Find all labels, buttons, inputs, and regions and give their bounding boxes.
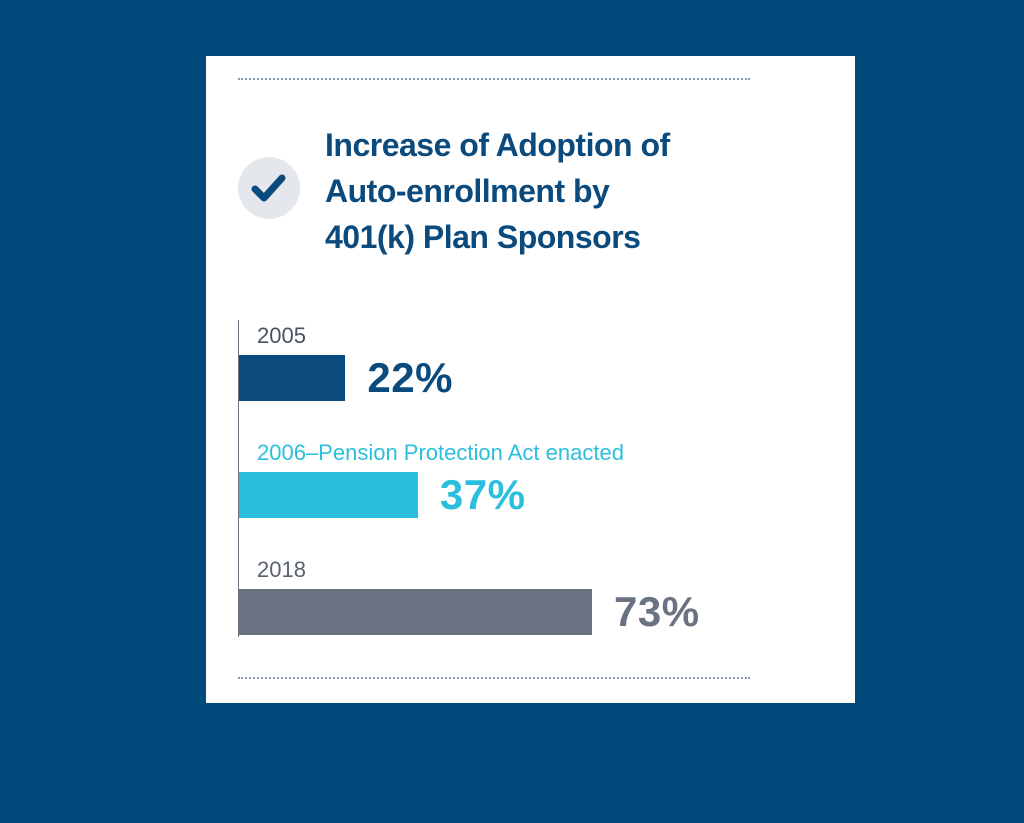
bottom-dotted-divider xyxy=(238,677,750,679)
category-label: 2018 xyxy=(257,557,306,582)
data-label: 22% xyxy=(367,354,453,401)
chart-title-line-3: 401(k) Plan Sponsors xyxy=(325,219,641,255)
checkmark-icon xyxy=(238,157,300,219)
chart-title-line-2: Auto-enrollment by xyxy=(325,173,610,209)
bar xyxy=(239,355,346,401)
chart-title-line-1: Increase of Adoption of xyxy=(325,127,670,163)
chart-title: Increase of Adoption of Auto-enrollment … xyxy=(325,122,795,260)
chart-card: Increase of Adoption of Auto-enrollment … xyxy=(206,56,855,703)
category-label: 2006–Pension Protection Act enacted xyxy=(257,440,624,465)
data-label: 37% xyxy=(439,471,526,518)
top-dotted-divider xyxy=(238,78,750,80)
data-label: 73% xyxy=(614,588,700,635)
y-axis-line xyxy=(238,320,239,637)
bar xyxy=(239,589,592,635)
bar xyxy=(239,472,418,518)
category-label: 2005 xyxy=(257,323,306,348)
